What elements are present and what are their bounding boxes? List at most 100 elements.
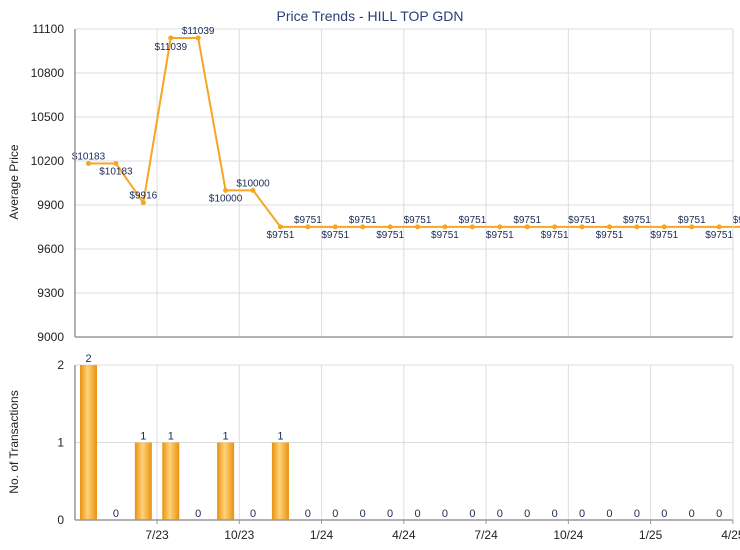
price-data-label: $9751	[623, 215, 651, 226]
transactions-y-tick-label: 2	[57, 358, 64, 372]
x-tick-label: 1/25	[639, 528, 663, 542]
price-data-label: $11039	[154, 42, 187, 53]
price-y-axis-label: Average Price	[7, 144, 21, 219]
price-point	[552, 224, 558, 230]
transaction-bar	[162, 442, 180, 520]
price-point	[661, 224, 667, 230]
price-point	[579, 224, 585, 230]
price-y-tick-label: 9600	[37, 242, 64, 256]
transaction-count-label: 0	[579, 508, 585, 520]
x-tick-label: 1/24	[310, 528, 334, 542]
price-data-label: $9751	[294, 215, 322, 226]
price-point	[113, 160, 119, 166]
transaction-count-label: 0	[360, 508, 366, 520]
price-point	[140, 200, 146, 206]
price-y-tick-label: 9300	[37, 286, 64, 300]
x-tick-label: 7/23	[145, 528, 169, 542]
price-data-label: $9751	[705, 230, 733, 241]
transaction-count-label: 0	[387, 508, 393, 520]
price-point	[716, 224, 722, 230]
transaction-bars	[80, 365, 289, 520]
transaction-count-label: 0	[305, 508, 311, 520]
transaction-count-label: 1	[140, 431, 146, 443]
price-data-label: $9751	[321, 230, 349, 241]
price-point	[497, 224, 503, 230]
price-point	[223, 187, 229, 193]
transaction-count-label: 0	[195, 508, 201, 520]
price-y-tick-label: 10800	[31, 66, 65, 80]
price-data-label: $9751	[596, 230, 624, 241]
price-data-label: $9751	[513, 215, 541, 226]
price-point	[332, 224, 338, 230]
x-tick-label: 7/24	[474, 528, 498, 542]
price-y-tick-label: 10200	[31, 154, 65, 168]
transactions-y-axis-label: No. of Transactions	[7, 390, 21, 493]
price-data-label: $9751	[541, 230, 569, 241]
price-data-label: $10183	[72, 151, 106, 162]
chart-title: Price Trends - HILL TOP GDN	[277, 8, 464, 24]
price-data-label: $10000	[209, 193, 243, 204]
x-tick-label: 4/24	[392, 528, 416, 542]
price-point	[86, 160, 91, 166]
price-gridlines	[75, 28, 734, 338]
transaction-bar	[134, 442, 152, 520]
price-y-tick-label: 9000	[37, 330, 64, 344]
price-y-tick-label: 9900	[37, 198, 64, 212]
transaction-count-label: 1	[223, 431, 229, 443]
price-point	[305, 224, 311, 230]
price-point	[250, 187, 256, 193]
x-tick-label: 10/23	[224, 528, 254, 542]
transaction-count-label: 0	[442, 508, 448, 520]
x-tick-labels: 7/23 10/23 1/24 4/24 7/24 10/24 1/25 4/25	[145, 520, 740, 542]
price-data-label: $9751	[458, 215, 486, 226]
transaction-count-label: 0	[716, 508, 722, 520]
transaction-count-label: 0	[552, 508, 558, 520]
price-data-label: $10183	[99, 166, 133, 177]
transactions-y-tick-label: 1	[57, 436, 64, 450]
price-data-label: $9751	[431, 230, 459, 241]
price-y-tick-label: 11100	[32, 22, 64, 36]
chart-axes	[74, 29, 734, 521]
transaction-count-label: 0	[414, 508, 420, 520]
transactions-y-tick-label: 0	[57, 513, 64, 527]
transaction-count-label: 0	[332, 508, 338, 520]
price-data-label: $10000	[236, 178, 270, 189]
price-line-series	[86, 35, 740, 230]
transaction-count-label: 2	[85, 353, 91, 365]
price-y-tick-label: 10500	[31, 110, 65, 124]
price-point	[442, 224, 448, 230]
price-point	[387, 224, 393, 230]
price-data-label: $9751	[349, 215, 377, 226]
transaction-count-label: 0	[469, 508, 475, 520]
transaction-bar	[271, 442, 289, 520]
price-point	[524, 224, 530, 230]
price-data-label: $9751	[376, 230, 404, 241]
price-point	[634, 224, 640, 230]
transaction-count-label: 0	[497, 508, 503, 520]
x-tick-label: 4/25	[721, 528, 740, 542]
transaction-bar	[217, 442, 235, 520]
price-data-label: $11039	[182, 26, 215, 37]
price-data-label: $9916	[129, 191, 157, 202]
price-data-label: $9751	[404, 215, 432, 226]
price-point	[606, 224, 612, 230]
transaction-count-labels: 2011010100000000000000000	[85, 353, 722, 520]
transaction-count-label: 0	[606, 508, 612, 520]
price-line	[88, 36, 740, 228]
price-data-label: $9751	[568, 215, 596, 226]
price-y-tick-labels: 9000 9300 9600 9900 10200 10500 10800 11100	[31, 22, 65, 344]
price-data-label: $9751	[733, 215, 740, 226]
price-data-labels: $10183 $10183 $9916 $11039 $11039 $10000 $1000…	[72, 26, 740, 241]
transaction-count-label: 0	[113, 508, 119, 520]
transaction-count-label: 0	[524, 508, 530, 520]
price-point	[689, 224, 695, 230]
price-point	[168, 35, 174, 41]
price-data-label: $9751	[267, 230, 295, 241]
price-point	[360, 224, 366, 230]
transaction-count-label: 0	[689, 508, 695, 520]
transaction-bar	[80, 365, 97, 520]
price-point	[277, 224, 283, 230]
transactions-y-tick-labels: 0 1 2	[57, 358, 64, 527]
